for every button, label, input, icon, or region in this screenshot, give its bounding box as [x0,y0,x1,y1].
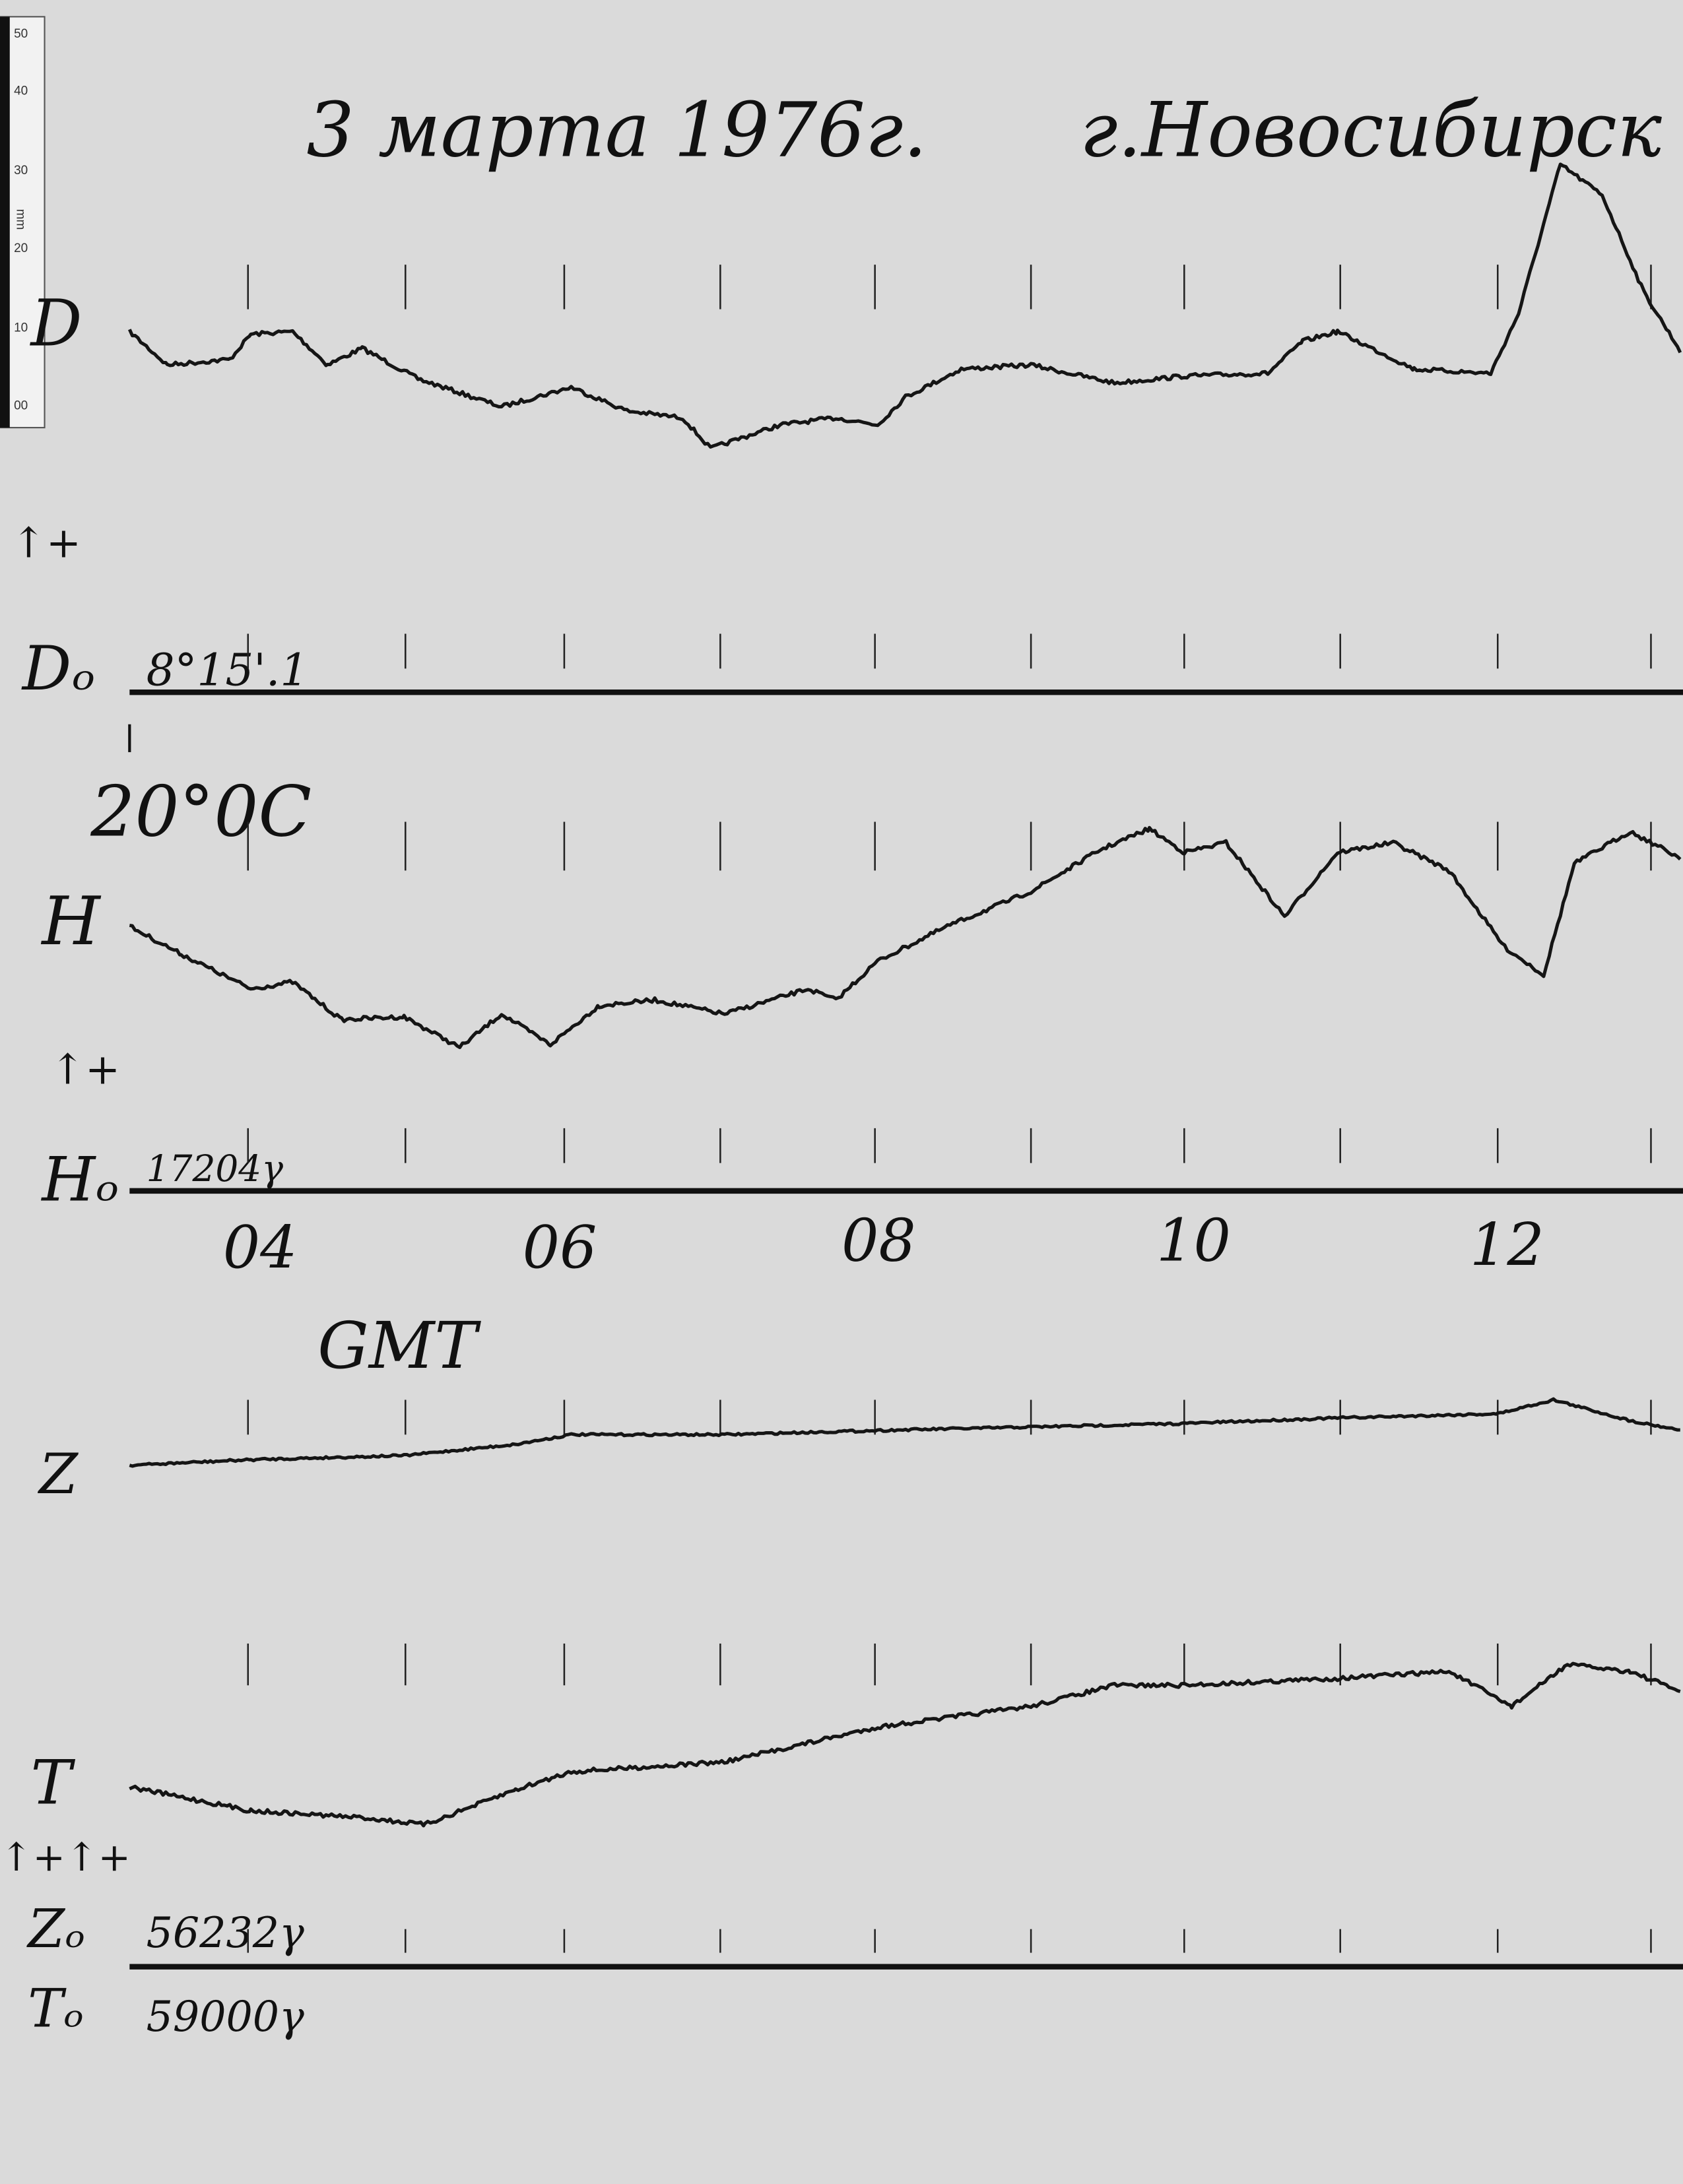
trace-label: Z [37,1442,79,1506]
ruler-strip [0,16,10,428]
time-label: 12 [1470,1211,1544,1279]
time-unit: GMT [317,1308,481,1383]
date: 3 марта 1976г. [306,86,927,174]
baseline-label: Hₒ [40,1144,119,1215]
direction: ↑+ [11,518,81,567]
trace-label: D [29,286,82,361]
trace-label: T [30,1747,75,1818]
direction: ↑+↑+ [0,1834,131,1880]
temperature: 20°0C [90,771,312,852]
baseline-value: 56232γ [147,1908,304,1957]
ruler-label: 00 [14,399,28,413]
baseline-value: 8°15'.1 [147,644,309,696]
trace [129,1397,1680,1468]
ruler-label: 50 [14,27,28,41]
trace [129,1661,1681,1828]
ruler-label: 20 [14,241,28,255]
time-label: 04 [223,1213,298,1281]
ruler-unit: mm [13,209,27,230]
baseline-label: Zₒ [26,1898,85,1960]
baseline-label: Dₒ [21,633,95,704]
baseline-label: Tₒ [28,1977,83,2039]
trace [129,825,1682,1049]
trace-label: H [40,882,101,960]
ruler-label: 40 [14,84,28,98]
trace [128,162,1682,449]
baseline-value: 59000γ [147,1992,304,2041]
time-label: 10 [1156,1206,1231,1274]
direction: ↑+ [50,1044,120,1093]
place: г.Новосибирск [1080,86,1663,174]
ruler-label: 30 [14,164,28,177]
baseline-value: 17204γ [147,1147,284,1190]
time-label: 06 [523,1213,597,1281]
time-label: 08 [842,1206,916,1274]
ruler-label: 10 [14,321,28,335]
